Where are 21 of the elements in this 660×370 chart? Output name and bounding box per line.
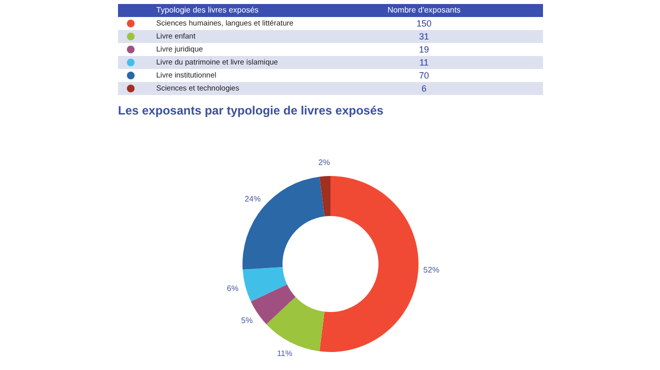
data-label: 150 [416, 18, 432, 28]
data-label: 24% [244, 194, 261, 204]
data-label: 52% [423, 265, 440, 274]
data-label: 70 [418, 70, 430, 80]
data-label: 6% [226, 284, 238, 294]
donut-slice [319, 176, 418, 352]
data-label: 2% [318, 158, 330, 168]
data-label: 31 [418, 32, 430, 42]
text: Typologie des livres exposés [156, 6, 259, 14]
donut-slice [250, 284, 296, 324]
donut-slice [242, 267, 288, 302]
data-label: 11% [276, 348, 292, 358]
donut-slice [242, 176, 324, 270]
data-label: 19 [418, 44, 430, 54]
chart-title: Les exposants par typologie de livres exposés [118, 103, 384, 118]
text: Nombre d'exposants [387, 6, 461, 14]
data-label: 11 [419, 58, 429, 68]
data-label: 6 [421, 84, 427, 94]
donut-slice [319, 176, 330, 216]
donut-slice [266, 296, 324, 352]
data-label: 5% [241, 316, 253, 325]
